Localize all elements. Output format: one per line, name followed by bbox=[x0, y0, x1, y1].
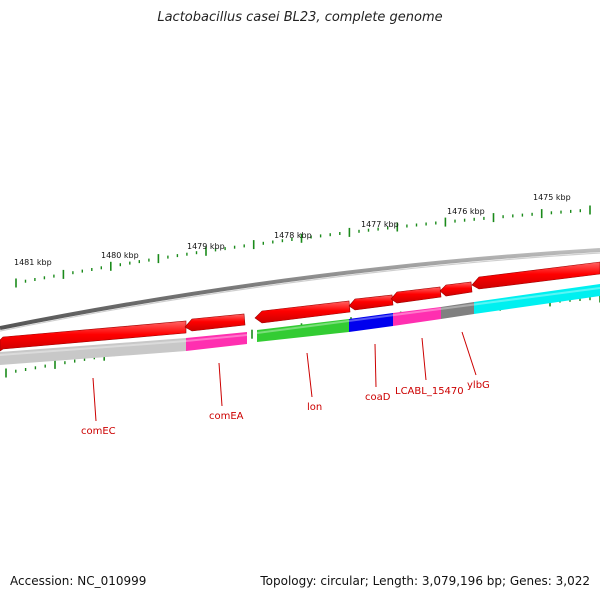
kbp-label-1479: 1479 kbp bbox=[187, 242, 225, 251]
gene-block-LCABL_15470[interactable] bbox=[393, 307, 441, 326]
leader-line-ylbG bbox=[461, 331, 477, 376]
gene-label-comEC[interactable]: comEC bbox=[81, 426, 116, 437]
kbp-labels: 1481 kbp 1480 kbp 1479 kbp 1478 kbp 1477… bbox=[14, 193, 571, 267]
cds-arrow[interactable] bbox=[439, 281, 473, 297]
cds-arrow[interactable] bbox=[471, 261, 600, 290]
gene-label-comEA[interactable]: comEA bbox=[209, 411, 244, 422]
gene-label-coaD[interactable]: coaD bbox=[365, 392, 391, 403]
leader-line-coaD bbox=[374, 343, 377, 388]
backbone-arc bbox=[0, 248, 600, 330]
gene-block-coaD[interactable] bbox=[349, 313, 393, 332]
genome-summary-text: Topology: circular; Length: 3,079,196 bp… bbox=[260, 574, 590, 588]
gene-label-ylbG[interactable]: ylbG bbox=[467, 380, 490, 391]
kbp-label-1475: 1475 kbp bbox=[533, 193, 571, 202]
outer-tick-marks bbox=[15, 205, 591, 288]
cds-arrow[interactable] bbox=[184, 313, 246, 332]
gene-block-comEA[interactable] bbox=[186, 332, 247, 351]
gene-label-lon[interactable]: lon bbox=[307, 402, 322, 413]
gene-labels: comEC comEA lon coaD LCABL_15470 ylbG bbox=[81, 380, 490, 437]
gene-leader-lines bbox=[92, 331, 477, 422]
leader-line-lon bbox=[306, 352, 313, 398]
accession-text: Accession: NC_010999 bbox=[10, 574, 147, 588]
leader-line-LCABL_15470 bbox=[421, 337, 427, 381]
kbp-label-1480: 1480 kbp bbox=[101, 251, 139, 260]
gene-block-lon[interactable] bbox=[257, 319, 349, 342]
gene-block-ylbG[interactable] bbox=[441, 302, 474, 319]
gene-feature-track bbox=[0, 284, 600, 365]
kbp-label-1477: 1477 kbp bbox=[361, 220, 399, 229]
kbp-label-1478: 1478 kbp bbox=[274, 231, 312, 240]
leader-line-comEC bbox=[92, 377, 97, 422]
cds-arrow[interactable] bbox=[254, 300, 351, 324]
gene-label-LCABL_15470[interactable]: LCABL_15470 bbox=[395, 386, 464, 397]
cds-arrow[interactable] bbox=[348, 294, 394, 311]
kbp-label-1481: 1481 kbp bbox=[14, 258, 52, 267]
gene-block-comEC[interactable] bbox=[0, 338, 186, 365]
map-title: Lactobacillus casei BL23, complete genom… bbox=[157, 10, 443, 25]
leader-line-comEA bbox=[218, 362, 223, 407]
backbone-arc-shadow bbox=[0, 252, 600, 332]
cds-arrow[interactable] bbox=[0, 320, 187, 352]
gene-track-highlight bbox=[0, 287, 600, 356]
cds-arrow[interactable] bbox=[390, 286, 442, 304]
gene-block-unnamed[interactable] bbox=[474, 284, 600, 314]
kbp-label-1476: 1476 kbp bbox=[447, 207, 485, 216]
forward-cds-track bbox=[0, 261, 600, 352]
